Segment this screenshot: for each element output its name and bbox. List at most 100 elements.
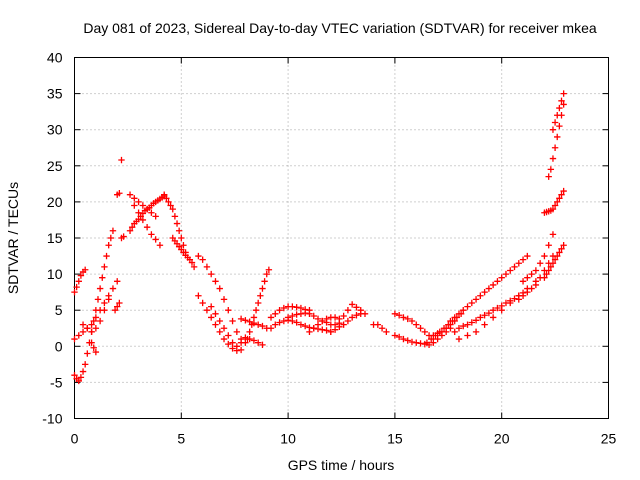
- data-point: [267, 314, 275, 321]
- data-point: [216, 317, 223, 325]
- data-point: [96, 285, 104, 292]
- data-point: [220, 335, 228, 343]
- data-point: [417, 325, 424, 332]
- data-point: [528, 285, 535, 292]
- series-trace-34: [519, 231, 557, 285]
- data-point: [455, 310, 463, 318]
- data-point: [306, 310, 313, 318]
- data-point: [246, 335, 253, 343]
- data-point: [404, 315, 411, 323]
- y-tick-labels: -10 -5 0 5 10 15 20 25 30 35 40: [42, 50, 62, 427]
- data-point: [276, 319, 283, 326]
- data-point: [225, 307, 232, 314]
- data-point: [556, 249, 563, 256]
- data-point: [92, 314, 100, 321]
- data-point: [101, 299, 108, 307]
- data-point: [148, 209, 155, 216]
- data-point: [259, 322, 266, 330]
- data-point: [71, 288, 78, 296]
- data-point: [199, 256, 206, 263]
- data-point: [485, 309, 493, 317]
- data-point: [423, 339, 431, 346]
- data-point: [442, 328, 450, 336]
- data-point: [532, 281, 540, 289]
- data-point: [353, 304, 360, 311]
- data-point: [284, 314, 292, 321]
- data-point: [560, 187, 567, 195]
- data-point: [489, 314, 497, 321]
- data-point: [391, 332, 399, 339]
- data-point: [464, 321, 471, 328]
- data-point: [208, 270, 215, 278]
- data-point: [301, 309, 309, 317]
- data-point: [105, 242, 112, 249]
- series-trace-20: [237, 334, 266, 349]
- data-point: [233, 343, 241, 350]
- data-point: [551, 144, 559, 151]
- data-point: [165, 198, 172, 206]
- data-point: [135, 198, 142, 206]
- data-point: [507, 299, 514, 307]
- data-point: [188, 259, 196, 266]
- data-point: [135, 209, 142, 216]
- data-point: [541, 252, 548, 260]
- data-point: [344, 317, 352, 325]
- data-point: [225, 340, 232, 348]
- data-point: [445, 321, 452, 328]
- data-point: [421, 328, 429, 336]
- data-point: [532, 267, 540, 274]
- data-point: [120, 233, 127, 240]
- data-point: [88, 321, 95, 328]
- x-tick-label: 10: [280, 431, 296, 447]
- series-trace-35: [541, 242, 567, 281]
- data-point: [107, 234, 115, 242]
- data-point: [116, 190, 123, 197]
- y-tick-label: 15: [47, 230, 63, 246]
- data-point: [524, 252, 531, 260]
- data-point: [148, 231, 155, 238]
- data-point: [331, 326, 339, 333]
- series-trace-28: [391, 325, 454, 349]
- y-tick-label: -5: [50, 374, 63, 390]
- data-point: [489, 281, 497, 289]
- data-point: [507, 267, 514, 274]
- data-point: [109, 285, 117, 292]
- data-point: [203, 307, 211, 314]
- data-point: [408, 338, 416, 346]
- data-point: [143, 205, 151, 213]
- data-point: [438, 332, 446, 339]
- data-point: [163, 195, 170, 202]
- data-point: [114, 303, 121, 310]
- data-point: [96, 317, 104, 325]
- data-point: [447, 317, 454, 325]
- data-point: [455, 325, 463, 332]
- data-point: [560, 101, 567, 108]
- data-point: [103, 252, 110, 260]
- series-trace-22: [267, 317, 335, 336]
- data-point: [212, 310, 219, 318]
- data-point: [545, 242, 552, 249]
- data-point: [167, 202, 174, 209]
- data-point: [519, 278, 527, 285]
- data-point: [348, 314, 356, 321]
- series-trace-4: [79, 296, 112, 336]
- data-point: [216, 285, 223, 292]
- data-point: [250, 337, 258, 344]
- x-tick-label: 0: [71, 431, 79, 447]
- data-point: [71, 335, 78, 343]
- data-point: [301, 322, 309, 330]
- data-point: [485, 285, 493, 292]
- data-point: [90, 317, 97, 325]
- data-point: [272, 310, 279, 318]
- data-point: [143, 223, 151, 231]
- series-trace-1: [71, 266, 89, 296]
- data-point: [195, 252, 202, 260]
- x-tick-label: 25: [601, 431, 617, 447]
- series-trace-37: [545, 101, 567, 180]
- grid-lines: [74, 57, 609, 419]
- data-point: [549, 126, 557, 133]
- data-point: [432, 332, 439, 339]
- data-point: [551, 119, 559, 126]
- series-trace-25: [327, 310, 364, 336]
- data-point: [254, 339, 262, 346]
